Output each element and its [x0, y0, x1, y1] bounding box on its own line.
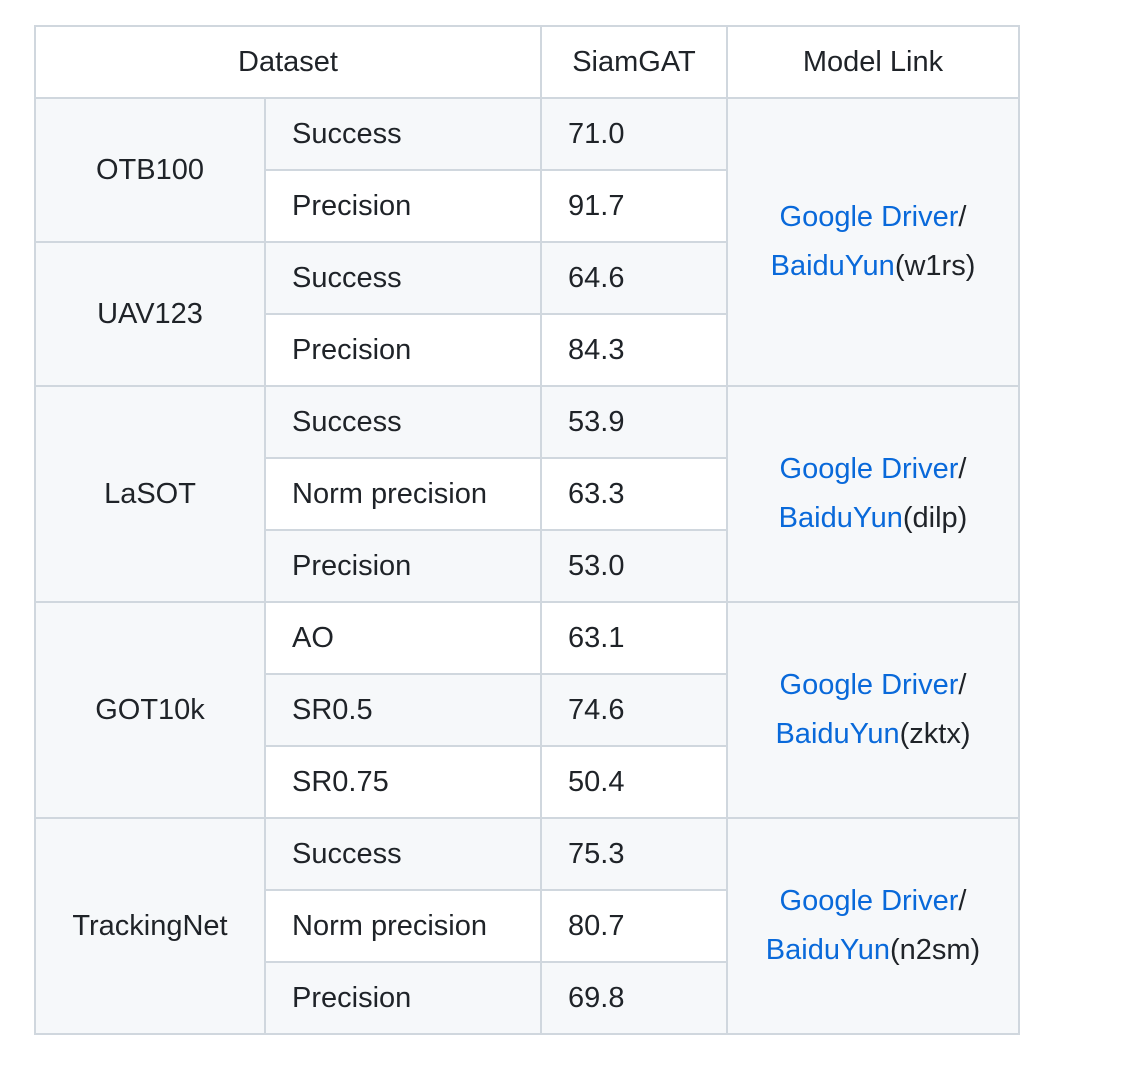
metric-cell: AO	[264, 601, 542, 675]
google-driver-link[interactable]: Google Driver	[779, 668, 959, 701]
table-row: Precision 91.7	[35, 169, 1019, 243]
metric-cell: Success	[264, 385, 542, 459]
link-separator: /	[958, 668, 967, 701]
table-row: OTB100 Success 71.0 Google Driver/ BaiduY…	[34, 97, 1020, 387]
extraction-code: (w1rs)	[894, 250, 976, 282]
metric-cell: Success	[264, 97, 542, 171]
model-link-cell-trackingnet: Google Driver/ BaiduYun(n2sm)	[726, 817, 1020, 1035]
baiduyun-link[interactable]: BaiduYun	[765, 934, 890, 966]
value-cell: 84.3	[540, 313, 728, 387]
dataset-cell-trackingnet: TrackingNet	[34, 817, 266, 1035]
metric-cell: Success	[264, 817, 542, 891]
metric-cell: Precision	[264, 169, 542, 243]
table-row: Precision 69.8	[35, 961, 1019, 1035]
model-link-cell-lasot: Google Driver/ BaiduYun(dilp)	[726, 385, 1020, 603]
table-row: Precision 84.3	[35, 313, 1019, 387]
dataset-cell-lasot: LaSOT	[34, 385, 266, 603]
results-table: Dataset SiamGAT Model Link OTB100 Succes…	[34, 25, 1020, 1035]
value-cell: 50.4	[540, 745, 728, 819]
model-link-cell-otb-uav: Google Driver/ BaiduYun(w1rs)	[726, 97, 1020, 387]
extraction-code: (n2sm)	[889, 934, 981, 966]
table-row: LaSOT Success 53.9 Google Driver/ BaiduYu…	[34, 385, 1020, 603]
value-cell: 63.1	[540, 601, 728, 675]
value-cell: 80.7	[540, 889, 728, 963]
link-separator: /	[958, 884, 967, 917]
table-row: Norm precision 63.3	[35, 457, 1019, 531]
table-row: SR0.5 74.6	[35, 673, 1019, 747]
baiduyun-link[interactable]: BaiduYun	[775, 718, 900, 750]
dataset-cell-uav123: UAV123	[34, 241, 266, 387]
metric-cell: SR0.75	[264, 745, 542, 819]
header-row: Dataset SiamGAT Model Link	[34, 25, 1020, 99]
link-separator: /	[958, 452, 967, 485]
dataset-cell-got10k: GOT10k	[34, 601, 266, 819]
value-cell: 69.8	[540, 961, 728, 1035]
value-cell: 64.6	[540, 241, 728, 315]
table-row: SR0.75 50.4	[35, 745, 1019, 819]
value-cell: 74.6	[540, 673, 728, 747]
metric-cell: Norm precision	[264, 889, 542, 963]
baiduyun-link[interactable]: BaiduYun	[770, 250, 895, 282]
google-driver-link[interactable]: Google Driver	[779, 452, 959, 485]
header-dataset: Dataset	[34, 25, 542, 99]
value-cell: 71.0	[540, 97, 728, 171]
dataset-cell-otb100: OTB100	[34, 97, 266, 243]
metric-cell: Precision	[264, 313, 542, 387]
google-driver-link[interactable]: Google Driver	[779, 884, 959, 917]
extraction-code: (dilp)	[902, 502, 968, 534]
metric-cell: Precision	[264, 961, 542, 1035]
baiduyun-link[interactable]: BaiduYun	[778, 502, 903, 534]
google-driver-link[interactable]: Google Driver	[779, 200, 959, 233]
extraction-code: (zktx)	[899, 718, 971, 750]
table-row: GOT10k AO 63.1 Google Driver/ BaiduYun(zk…	[34, 601, 1020, 819]
metric-cell: Norm precision	[264, 457, 542, 531]
metric-cell: Precision	[264, 529, 542, 603]
model-link-cell-got10k: Google Driver/ BaiduYun(zktx)	[726, 601, 1020, 819]
header-model-link: Model Link	[726, 25, 1020, 99]
table-row: TrackingNet Success 75.3 Google Driver/ B…	[34, 817, 1020, 1035]
metric-cell: SR0.5	[264, 673, 542, 747]
link-separator: /	[958, 200, 967, 233]
value-cell: 53.9	[540, 385, 728, 459]
value-cell: 91.7	[540, 169, 728, 243]
value-cell: 53.0	[540, 529, 728, 603]
table-row: Precision 53.0	[35, 529, 1019, 603]
value-cell: 63.3	[540, 457, 728, 531]
header-siamgat: SiamGAT	[540, 25, 728, 99]
metric-cell: Success	[264, 241, 542, 315]
table-row: Norm precision 80.7	[35, 889, 1019, 963]
table-row: UAV123 Success 64.6	[34, 241, 1019, 387]
value-cell: 75.3	[540, 817, 728, 891]
